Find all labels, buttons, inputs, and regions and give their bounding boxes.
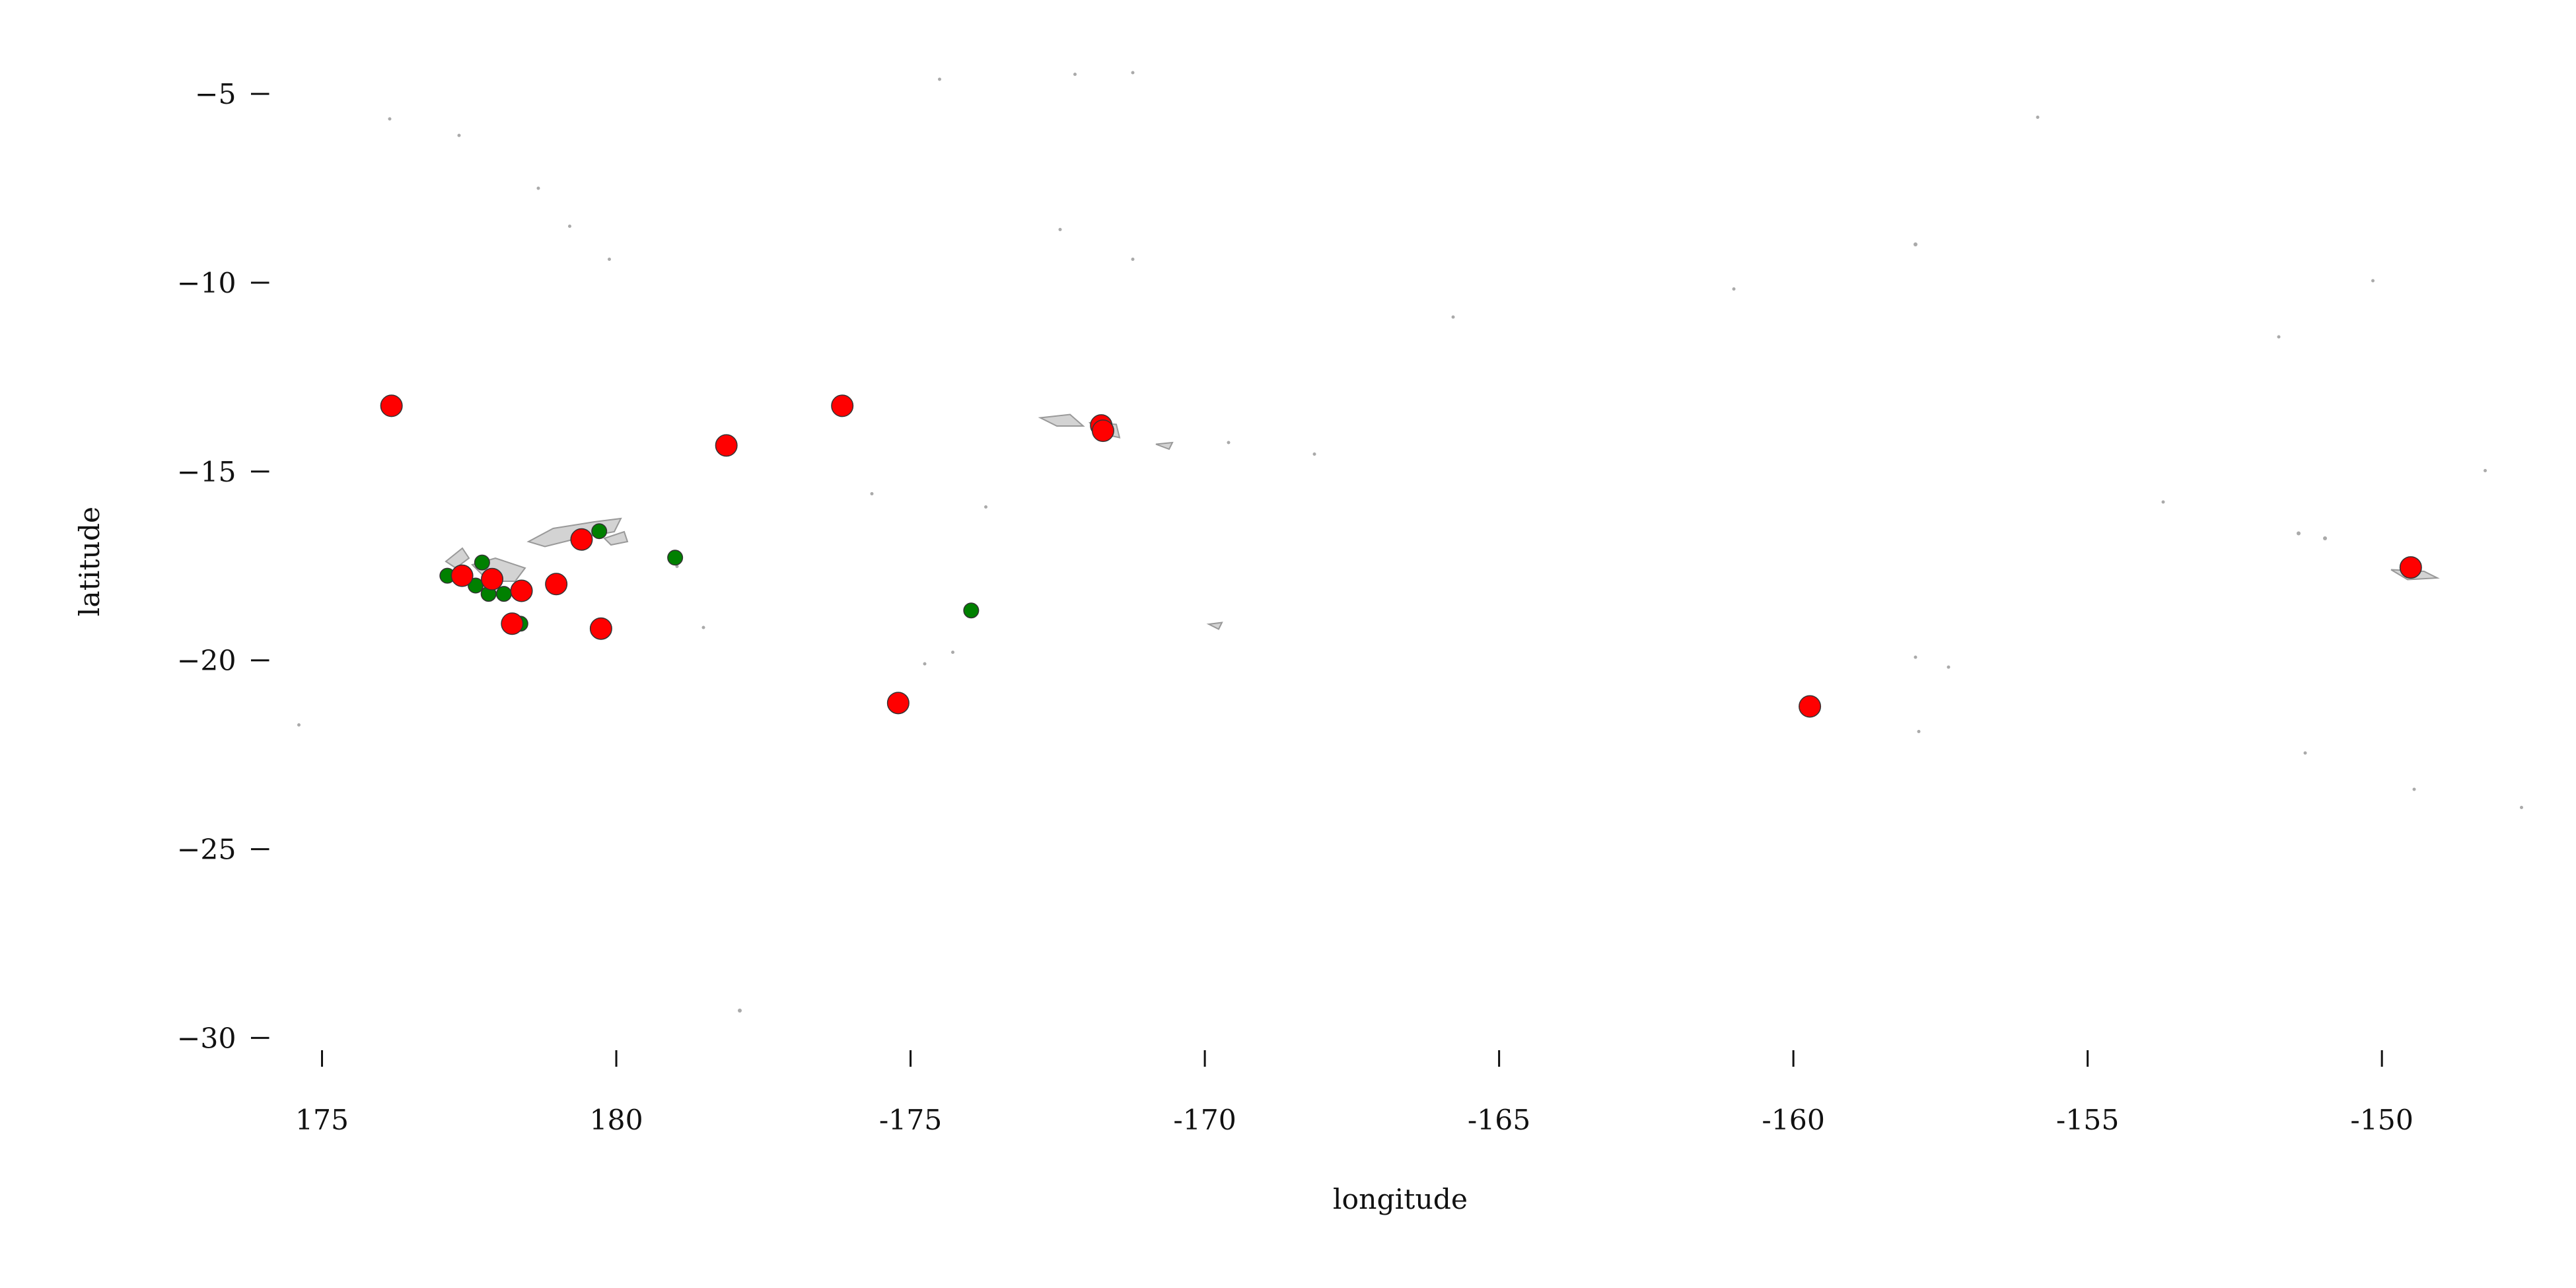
point <box>481 567 504 590</box>
x-tick-label: -155 <box>2056 1104 2119 1137</box>
y-tick-label: −20 <box>177 645 236 678</box>
point <box>510 579 533 602</box>
x-tick-label: -160 <box>1762 1104 1824 1137</box>
point <box>450 564 474 587</box>
point <box>495 586 512 602</box>
point <box>380 394 403 417</box>
x-axis-label: longitude <box>1333 1184 1468 1216</box>
y-tick-label: −10 <box>177 268 236 300</box>
x-tick-label: -150 <box>2350 1104 2413 1137</box>
point <box>831 394 854 417</box>
x-tick-label: -170 <box>1173 1104 1236 1137</box>
x-tick-label: 180 <box>589 1104 643 1137</box>
point <box>886 692 910 715</box>
point <box>570 528 593 551</box>
y-tick-label: −5 <box>195 79 236 111</box>
point <box>1799 695 1822 718</box>
y-axis-label: latitude <box>74 507 106 616</box>
point <box>1091 419 1114 443</box>
point <box>667 550 684 566</box>
land <box>297 71 2523 1013</box>
y-tick-label: −30 <box>177 1022 236 1055</box>
point <box>545 573 568 596</box>
point <box>963 602 980 619</box>
x-tick-label: -165 <box>1468 1104 1530 1137</box>
x-tick-label: -175 <box>879 1104 942 1137</box>
point <box>2399 556 2422 579</box>
point <box>715 434 738 457</box>
point <box>591 523 608 540</box>
point <box>589 617 612 640</box>
point <box>474 554 490 571</box>
x-tick-label: 175 <box>295 1104 349 1137</box>
y-tick-label: −25 <box>177 834 236 867</box>
y-tick-label: −15 <box>177 456 236 489</box>
point <box>501 612 524 635</box>
